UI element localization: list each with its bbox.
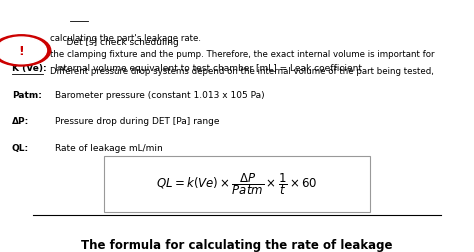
Text: ΔP:: ΔP: — [12, 117, 29, 126]
Text: !: ! — [18, 45, 24, 58]
Text: calculating the part's leakage rate.: calculating the part's leakage rate. — [50, 34, 201, 43]
Text: K (Ve):: K (Ve): — [12, 64, 46, 73]
Text: Det [s] check scheduling: Det [s] check scheduling — [55, 38, 178, 47]
Circle shape — [0, 37, 46, 64]
Circle shape — [0, 35, 51, 66]
Text: $QL = k(Ve) \times \dfrac{\Delta P}{Patm} \times \dfrac{1}{t} \times 60$: $QL = k(Ve) \times \dfrac{\Delta P}{Patm… — [156, 171, 318, 197]
Text: Barometer pressure (constant 1.013 x 105 Pa): Barometer pressure (constant 1.013 x 105… — [55, 91, 264, 100]
Text: QL:: QL: — [12, 144, 29, 153]
Text: Patm:: Patm: — [12, 91, 42, 100]
Text: t:: t: — [12, 38, 20, 47]
FancyBboxPatch shape — [104, 156, 370, 212]
Text: Rate of leakage mL/min: Rate of leakage mL/min — [55, 144, 162, 153]
Text: the clamping fixture and the pump. Therefore, the exact internal volume is impor: the clamping fixture and the pump. There… — [50, 50, 434, 59]
Text: Internal volume equivalent to test chamber [mL] = Leak coefficient: Internal volume equivalent to test chamb… — [55, 64, 362, 73]
Text: Pressure drop during DET [Pa] range: Pressure drop during DET [Pa] range — [55, 117, 219, 126]
Text: Different pressure drop systems depend on the internal volume of the part being : Different pressure drop systems depend o… — [50, 67, 434, 76]
Text: The formula for calculating the rate of leakage: The formula for calculating the rate of … — [81, 239, 393, 252]
